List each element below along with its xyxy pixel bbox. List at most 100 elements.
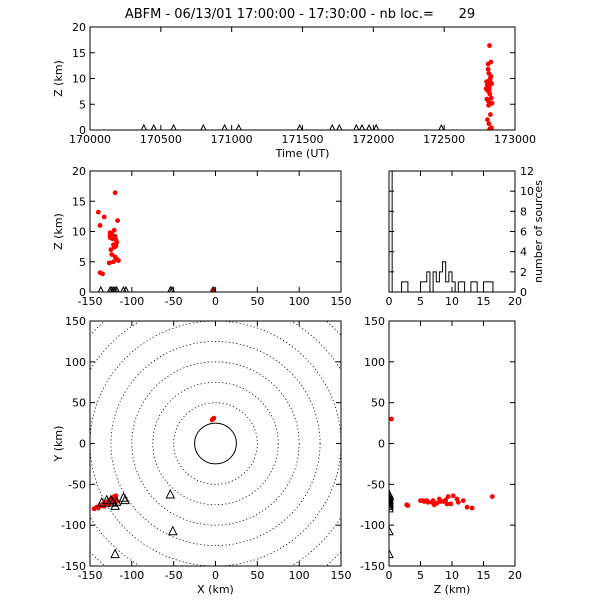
y-tick-label: 150 [65, 315, 86, 328]
station-marker [200, 123, 207, 130]
source-point [438, 499, 444, 504]
station-marker [336, 123, 343, 130]
y-tick-label: 50 [72, 397, 86, 410]
x-tick-label: 50 [250, 295, 264, 308]
histogram-bar [436, 282, 439, 292]
station-marker [389, 494, 394, 505]
source-point [109, 252, 115, 257]
x-tick-label: 15 [477, 295, 491, 308]
source-point [486, 102, 492, 108]
x-tick-label: 170500 [140, 133, 182, 146]
station-marker [97, 285, 104, 292]
altitude_y-frame [388, 320, 516, 567]
y-axis-label: Y (km) [52, 426, 65, 463]
source-point [488, 74, 494, 79]
station-marker [120, 285, 127, 292]
source-point [487, 91, 493, 97]
source-point [483, 86, 489, 92]
station-marker [209, 285, 217, 292]
x-tick-label: 0 [386, 569, 393, 582]
station-marker [221, 123, 228, 130]
source-point [431, 502, 437, 508]
y-tick-label: -150 [61, 560, 86, 573]
source-point [489, 494, 495, 499]
station-marker [373, 123, 380, 130]
station-marker [122, 285, 130, 292]
y-tick-label: 15 [72, 47, 86, 60]
station-marker [329, 123, 336, 130]
source-point [464, 504, 470, 510]
x-tick-label: 150 [331, 295, 352, 308]
histogram-outline [389, 171, 515, 292]
x-tick-label: 172000 [352, 133, 394, 146]
histogram-bar [458, 282, 461, 292]
station-marker [366, 123, 373, 130]
x-axis-label: Z (km) [434, 583, 471, 596]
source-point [95, 209, 101, 215]
source-point [450, 493, 456, 499]
station-marker [389, 500, 394, 510]
x-tick-label: 100 [289, 569, 310, 582]
station-marker [389, 492, 394, 503]
y-axis-label: Z (km) [52, 60, 65, 97]
y-tick-label: -100 [360, 519, 385, 532]
station-marker [170, 123, 177, 130]
source-point [469, 505, 475, 511]
plan_view-axes: -150 -100 -50 0 50 100 150 -150 -100 -50 0 50 100 150… [52, 315, 352, 596]
histogram-bar [402, 282, 405, 292]
x-tick-label: 5 [417, 569, 424, 582]
station-marker [107, 285, 114, 292]
station-marker [150, 123, 157, 130]
source-point [99, 503, 105, 508]
source-point [108, 247, 114, 253]
x-tick-label: 10 [445, 295, 459, 308]
x-tick-label: 173000 [494, 133, 536, 146]
x-tick-label: 15 [477, 569, 491, 582]
y-tick-label: 15 [72, 195, 86, 208]
source-point [107, 230, 113, 236]
x-tick-label: 20 [508, 295, 522, 308]
station-marker [110, 548, 120, 559]
station-marker [296, 123, 303, 130]
y-tick-label: 10 [72, 226, 86, 239]
source-point [111, 244, 117, 250]
source-point [389, 416, 394, 422]
histogram-bar [439, 272, 442, 292]
x-tick-label: 10 [445, 569, 459, 582]
y-axis-label: number of sources [532, 180, 545, 283]
station-marker [113, 285, 120, 292]
y-tick-label: 10 [72, 73, 86, 86]
source-point [420, 498, 426, 504]
x_altitude-axes: -150 -100 -50 0 50 100 150 0 5 10 15 20 Z (km) [52, 165, 352, 308]
station-marker [353, 123, 360, 130]
source-point [424, 498, 430, 504]
histogram-bar [474, 282, 477, 292]
source-point [485, 98, 491, 104]
source-point [487, 126, 493, 130]
y-tick-label: 0 [378, 438, 385, 451]
x_altitude-frame [89, 170, 342, 293]
station-marker [389, 502, 394, 513]
y-tick-label: 20 [72, 165, 86, 178]
source-point [113, 237, 119, 243]
x-tick-label: 20 [508, 569, 522, 582]
x-tick-label: -150 [78, 569, 103, 582]
station-marker [108, 285, 115, 292]
station-marker [120, 494, 130, 505]
histogram-bar [424, 282, 427, 292]
altitude_histogram-bars [389, 171, 515, 292]
station-marker [358, 123, 366, 130]
source-point [444, 501, 450, 507]
y-tick-label: 150 [364, 315, 385, 328]
x-axis-label: Time (UT) [275, 147, 330, 160]
source-point [487, 112, 493, 117]
histogram-bar [471, 282, 474, 292]
y-tick-label: -50 [68, 478, 86, 491]
altitude_y-marks [389, 416, 495, 559]
range-ring [90, 321, 341, 566]
histogram-bar [490, 282, 493, 292]
range-ring [90, 321, 341, 566]
y-tick-label: -100 [61, 519, 86, 532]
source-point [485, 117, 490, 123]
